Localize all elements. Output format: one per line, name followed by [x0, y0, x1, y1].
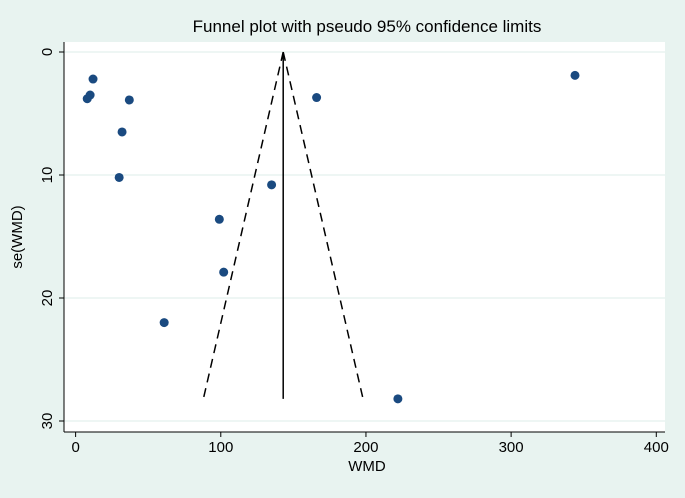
y-tick-label-30: 30: [39, 413, 56, 430]
axes: 0 100 200 300 400 0 10 20 30: [39, 42, 669, 456]
chart-title: Funnel plot with pseudo 95% confidence l…: [193, 17, 542, 36]
data-point-1: [88, 74, 98, 84]
data-point-10: [267, 180, 277, 190]
x-tick-label-0: 0: [71, 439, 79, 456]
gridlines: [64, 51, 665, 422]
data-point-8: [214, 214, 224, 224]
x-tick-label-200: 200: [353, 439, 378, 456]
x-tick-label-100: 100: [208, 439, 233, 456]
x-tick-label-400: 400: [644, 439, 669, 456]
x-tick-label-300: 300: [499, 439, 524, 456]
x-axis-title: WMD: [348, 458, 386, 475]
confidence-funnel: [202, 51, 364, 400]
data-point-4: [124, 95, 134, 105]
data-point-7: [159, 318, 169, 328]
data-point-3: [82, 94, 92, 104]
plot-area: [64, 42, 665, 432]
data-point-11: [312, 93, 322, 103]
data-point-5: [117, 127, 127, 137]
data-point-6: [114, 172, 124, 182]
y-axis-title: se(WMD): [9, 205, 26, 268]
y-tick-label-10: 10: [39, 167, 56, 184]
data-points: [82, 70, 580, 404]
data-point-9: [219, 267, 229, 277]
data-point-13: [570, 70, 580, 80]
y-tick-label-20: 20: [39, 290, 56, 307]
data-point-12: [393, 394, 403, 404]
y-tick-label-0: 0: [39, 48, 56, 56]
